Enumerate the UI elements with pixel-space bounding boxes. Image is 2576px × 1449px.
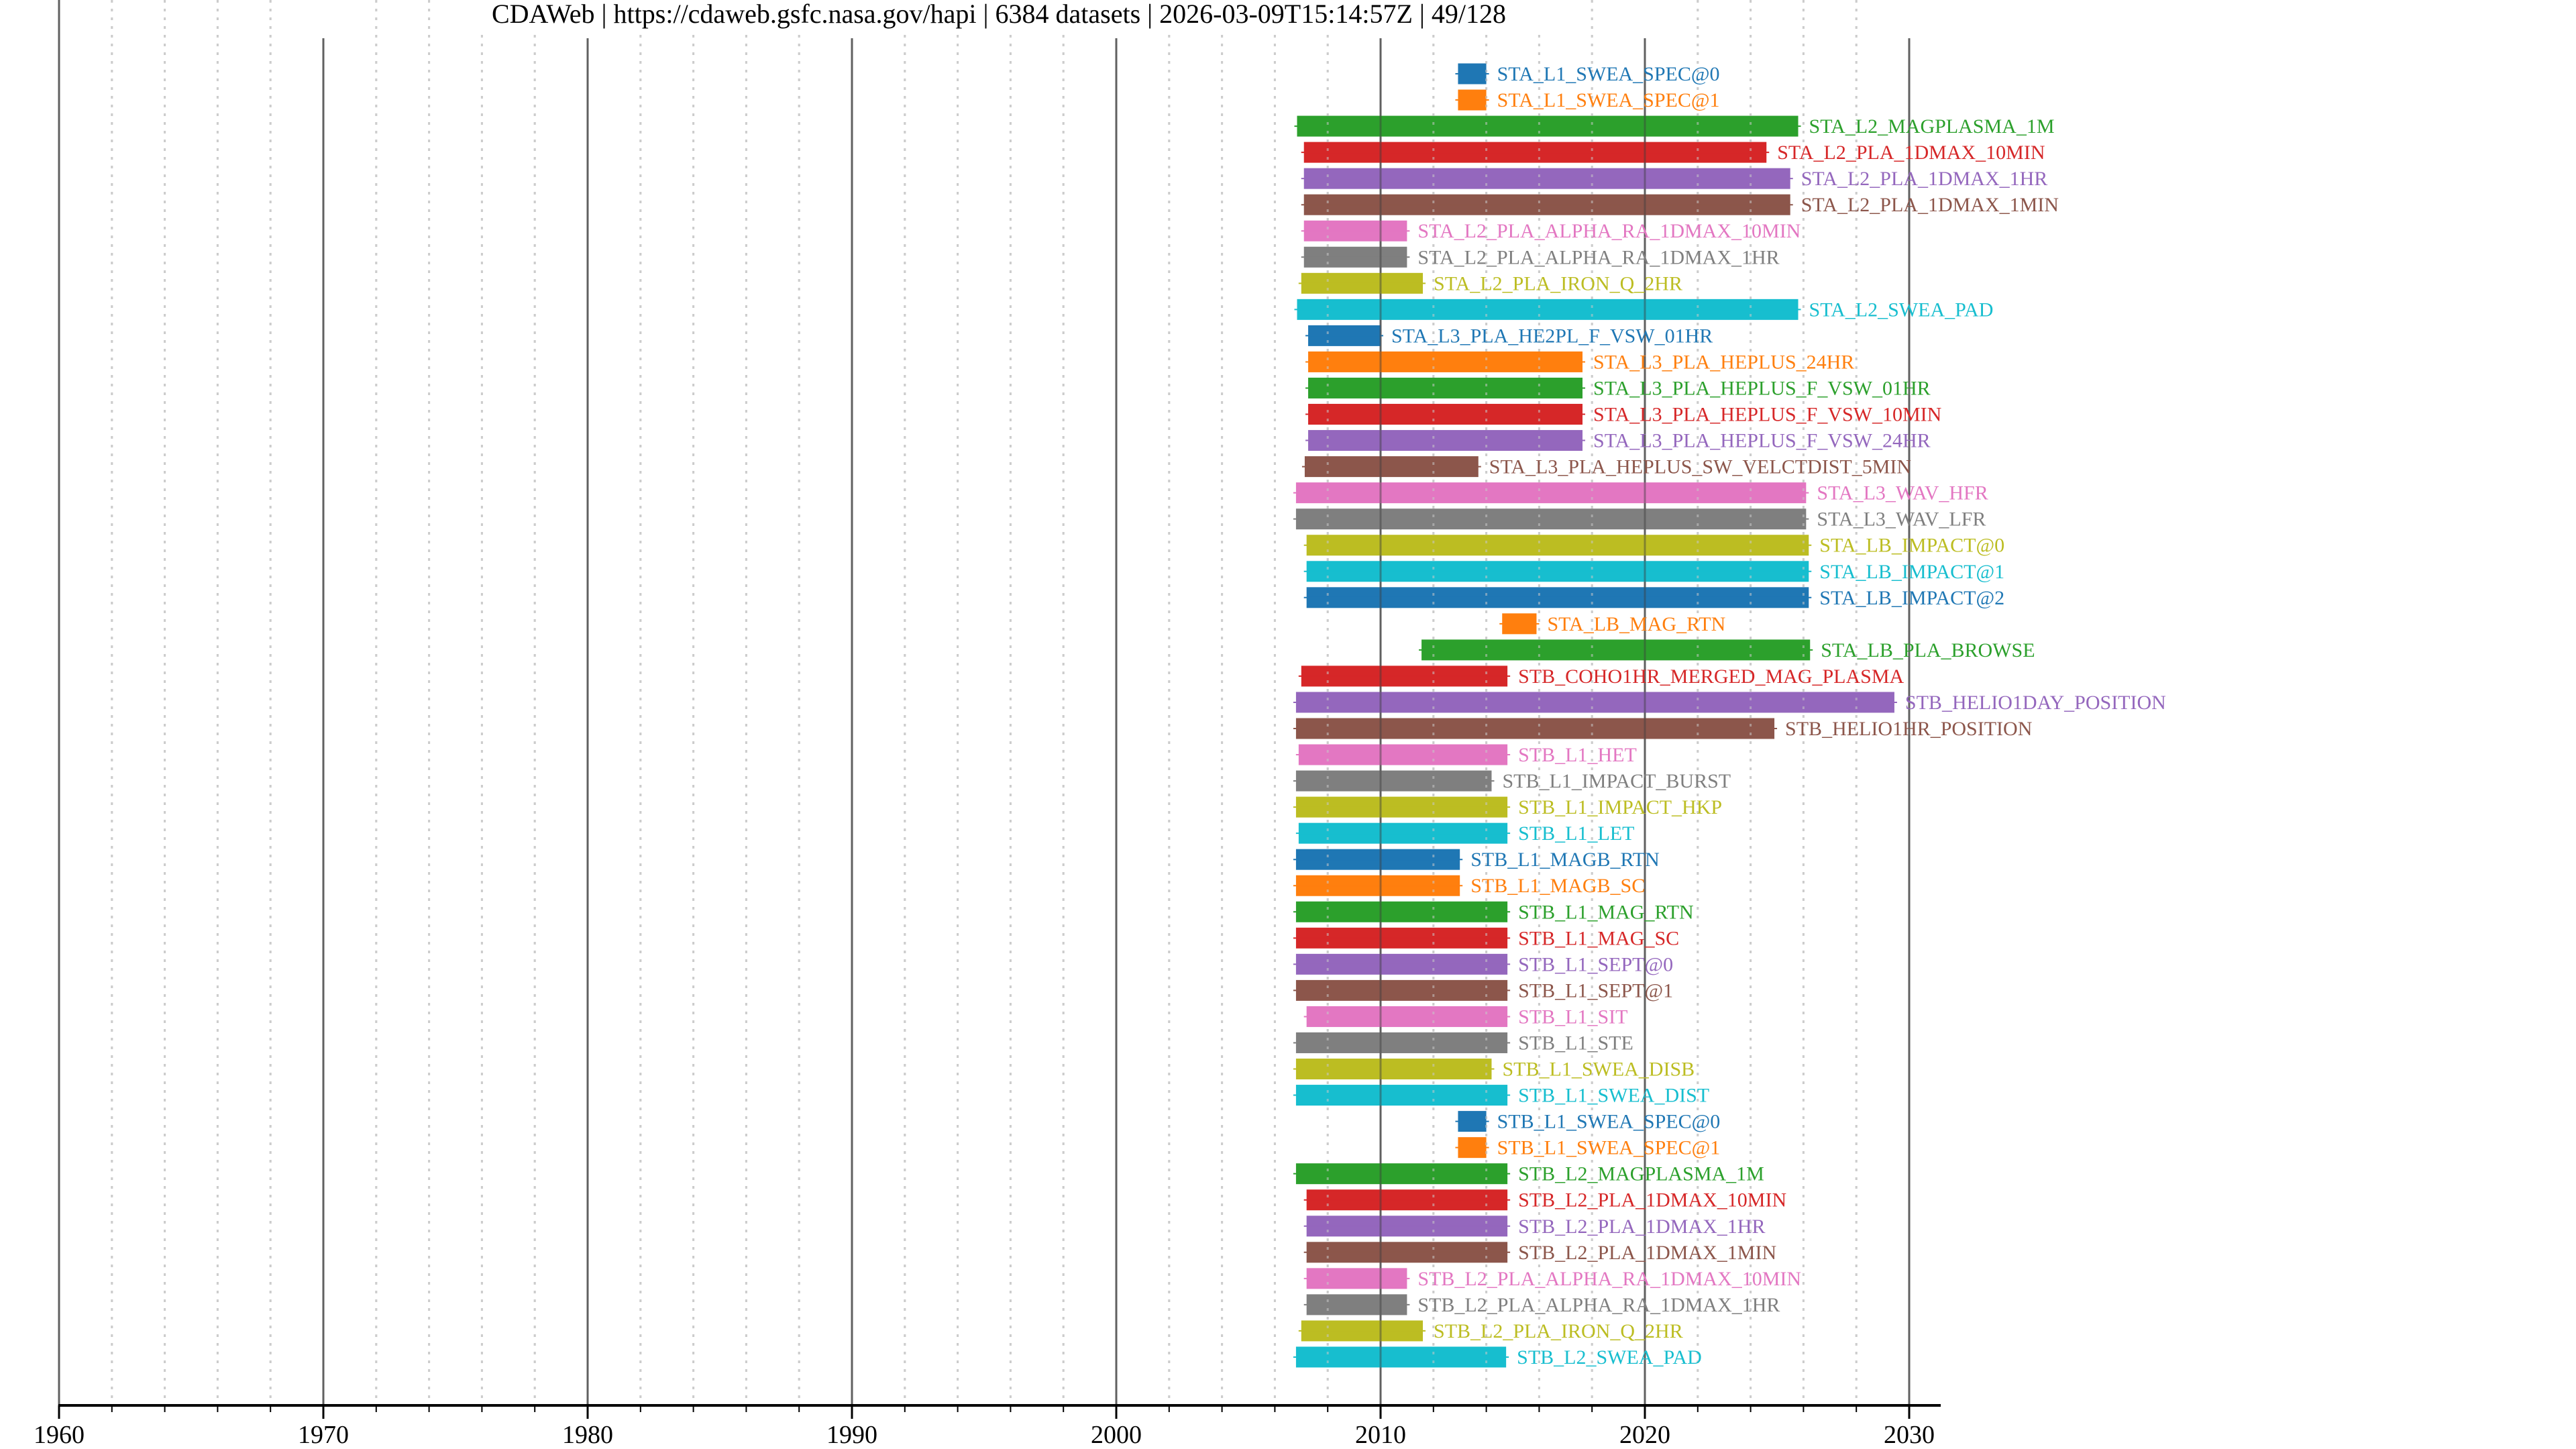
timeline-bar-label: STB_L2_PLA_ALPHA_RA_1DMAX_1HR: [1417, 1294, 1780, 1316]
timeline-bar-label: STB_L2_PLA_IRON_Q_2HR: [1434, 1320, 1683, 1342]
timeline-bar-label: STB_L1_MAG_RTN: [1518, 901, 1694, 923]
timeline-bar-label: STA_LB_IMPACT@1: [1819, 561, 2004, 583]
timeline-bar-label: STB_L1_SWEA_SPEC@1: [1497, 1137, 1721, 1159]
timeline-bar-label: STA_L2_PLA_ALPHA_RA_1DMAX_10MIN: [1417, 220, 1801, 242]
timeline-bar-label: STA_L3_PLA_HEPLUS_24HR: [1593, 351, 1854, 373]
overlay-grid-layer: [58, 0, 1911, 1405]
timeline-bar-label: STA_L2_PLA_ALPHA_RA_1DMAX_1HR: [1417, 246, 1779, 268]
timeline-bar-label: STA_L2_PLA_IRON_Q_2HR: [1434, 272, 1682, 294]
x-tick-label: 2010: [1355, 1421, 1406, 1449]
timeline-bar-label: STA_LB_IMPACT@0: [1819, 535, 2004, 557]
timeline-bar-label: STB_L2_PLA_1DMAX_1HR: [1518, 1216, 1765, 1238]
timeline-bar-label: STA_L3_PLA_HEPLUS_F_VSW_10MIN: [1593, 404, 1941, 426]
timeline-bar-label: STB_L1_HET: [1518, 744, 1637, 766]
timeline-bar-label: STA_L1_SWEA_SPEC@1: [1497, 89, 1720, 111]
timeline-bar-label: STB_L1_SWEA_DIST: [1518, 1085, 1709, 1107]
timeline-bar-label: STA_L1_SWEA_SPEC@0: [1497, 63, 1720, 85]
timeline-bar-label: STA_L3_PLA_HE2PL_F_VSW_01HR: [1391, 325, 1713, 347]
timeline-bar-label: STB_L1_MAG_SC: [1518, 927, 1679, 949]
title-background: [456, 0, 1543, 34]
timeline-bar-label: STB_L1_MAGB_RTN: [1470, 849, 1660, 871]
x-tick-label: 1970: [298, 1421, 349, 1449]
timeline-bar-label: STA_L2_MAGPLASMA_1M: [1809, 115, 2055, 138]
timeline-bar-label: STB_L1_LET: [1518, 822, 1634, 845]
timeline-bar-label: STB_L1_IMPACT_HKP: [1518, 796, 1722, 818]
timeline-bar-label: STB_COHO1HR_MERGED_MAG_PLASMA: [1518, 665, 1904, 688]
labels-layer: STA_L1_SWEA_SPEC@0 STA_L1_SWEA_SPEC@1 STA_…: [1391, 63, 2166, 1368]
x-tick-label: 2030: [1884, 1421, 1935, 1449]
timeline-bar-label: STB_L1_SEPT@0: [1518, 953, 1673, 975]
timeline-bar-label: STB_L1_SEPT@1: [1518, 979, 1673, 1002]
timeline-bar-label: STB_L2_MAGPLASMA_1M: [1518, 1163, 1764, 1185]
timeline-bar-label: STB_L1_MAGB_SC: [1470, 875, 1645, 897]
timeline-bar-label: STB_L1_SIT: [1518, 1006, 1627, 1028]
timeline-bar-label: STB_L2_SWEA_PAD: [1517, 1346, 1702, 1368]
x-tick-label: 1990: [826, 1421, 877, 1449]
timeline-bar-label: STA_L2_PLA_1DMAX_1HR: [1801, 168, 2048, 190]
timeline-bar-label: STB_HELIO1DAY_POSITION: [1905, 692, 2166, 714]
x-axis: 1960 1970 1980 1990 2000 2010 2020 2030: [34, 1404, 1941, 1449]
timeline-bar-label: STA_L2_SWEA_PAD: [1809, 299, 1994, 321]
x-tick-label: 2000: [1091, 1421, 1142, 1449]
timeline-bar-label: STB_L1_SWEA_DISB: [1502, 1059, 1695, 1081]
timeline-bar-label: STB_L1_SWEA_SPEC@0: [1497, 1111, 1721, 1133]
timeline-bar-label: STA_L3_WAV_HFR: [1817, 482, 1988, 504]
timeline-bar-label: STA_L3_PLA_HEPLUS_F_VSW_01HR: [1593, 377, 1931, 399]
timeline-bar-label: STA_LB_MAG_RTN: [1547, 613, 1725, 635]
timeline-bar-label: STA_L3_PLA_HEPLUS_SW_VELCTDIST_5MIN: [1489, 456, 1911, 478]
timeline-bar-label: STA_L3_PLA_HEPLUS_F_VSW_24HR: [1593, 430, 1931, 452]
timeline-bar-label: STA_L3_WAV_LFR: [1817, 508, 1986, 531]
x-tick-label: 1980: [562, 1421, 613, 1449]
x-tick-label: 2020: [1619, 1421, 1670, 1449]
timeline-bar-label: STB_L1_IMPACT_BURST: [1502, 770, 1731, 792]
timeline-bar-label: STB_L2_PLA_1DMAX_10MIN: [1518, 1189, 1786, 1212]
x-tick-label: 1960: [34, 1421, 85, 1449]
timeline-bar-label: STA_LB_IMPACT@2: [1819, 587, 2004, 609]
bars-layer: [1293, 63, 1897, 1368]
timeline-bar-label: STB_L2_PLA_ALPHA_RA_1DMAX_10MIN: [1417, 1268, 1801, 1290]
timeline-bar-label: STB_L2_PLA_1DMAX_1MIN: [1518, 1242, 1776, 1264]
timeline-bar-label: STA_L2_PLA_1DMAX_10MIN: [1777, 142, 2045, 164]
chart-title: CDAWeb | https://cdaweb.gsfc.nasa.gov/ha…: [492, 0, 1506, 29]
timeline-bar-label: STA_LB_PLA_BROWSE: [1821, 639, 2035, 661]
timeline-bar-label: STB_L1_STE: [1518, 1032, 1633, 1054]
timeline-bar-label: STB_HELIO1HR_POSITION: [1785, 718, 2032, 740]
timeline-bar-label: STA_L2_PLA_1DMAX_1MIN: [1801, 194, 2059, 216]
